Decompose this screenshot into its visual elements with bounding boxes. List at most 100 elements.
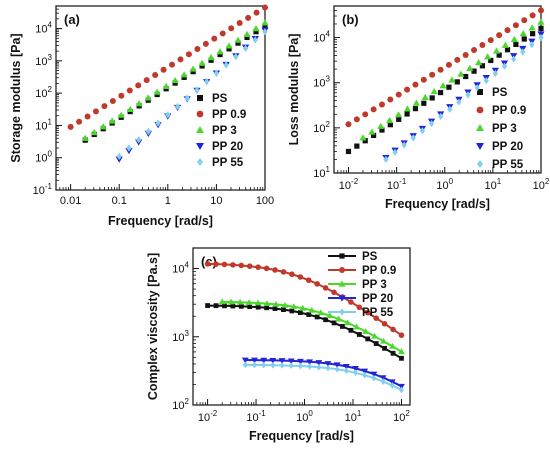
data-point (401, 141, 407, 149)
data-point (325, 364, 331, 372)
data-point (290, 303, 298, 310)
data-point (108, 117, 116, 124)
data-point (289, 308, 295, 314)
data-point (368, 128, 376, 135)
data-point (404, 86, 411, 93)
data-point (252, 361, 257, 369)
y-tick-label: 102 (172, 397, 189, 412)
data-point (377, 122, 385, 129)
data-point (116, 152, 122, 160)
data-point (308, 306, 316, 313)
y-tick-label: 104 (313, 30, 330, 45)
series-pp-3 (81, 19, 269, 141)
data-point (362, 111, 369, 118)
data-point (143, 77, 150, 84)
x-tick-label: 10 (210, 195, 222, 207)
data-point (262, 28, 268, 36)
y-tick-label: 103 (172, 329, 189, 344)
data-point (162, 82, 170, 89)
legend-marker (476, 143, 484, 150)
data-point (438, 112, 444, 121)
data-point (345, 148, 352, 155)
data-point (390, 350, 396, 356)
data-point (342, 363, 350, 370)
data-point (331, 289, 337, 296)
data-point (437, 89, 444, 96)
data-point (217, 51, 223, 58)
data-point (538, 33, 544, 42)
data-point (247, 304, 253, 310)
data-point (205, 303, 210, 308)
data-point (278, 358, 286, 364)
y-tick-label: 102 (313, 120, 330, 135)
legend-label: PS (362, 251, 378, 263)
chart-panel-a: 0.01 0.1 1 10 100 10-1 100 101 102 103 104 Frequenc… (9, 4, 274, 228)
data-point (439, 82, 447, 89)
data-point (264, 305, 269, 311)
data-point (378, 101, 385, 108)
series-pp-3 (218, 298, 405, 355)
data-point (412, 106, 419, 112)
x-tick-label: 10-2 (339, 177, 359, 192)
y-axis-title: Storage modulus [Pa] (9, 33, 23, 162)
x-tick-label: 0.1 (112, 195, 127, 207)
data-point (299, 304, 307, 311)
data-point (225, 42, 233, 49)
x-axis-title: Frequency [rad/s] (249, 429, 354, 443)
data-point (381, 320, 388, 327)
data-point (521, 17, 528, 24)
series-pp-0-9 (204, 261, 405, 338)
data-point (252, 25, 260, 32)
data-point (238, 303, 244, 309)
data-point (255, 264, 261, 270)
data-point (236, 298, 244, 305)
data-point (314, 281, 320, 287)
data-point (211, 35, 218, 42)
data-point (496, 32, 503, 39)
data-point (317, 309, 325, 316)
legend-label: PP 55 (212, 157, 244, 169)
data-point (279, 361, 285, 369)
data-point (92, 108, 99, 115)
data-point (223, 61, 229, 69)
data-point (204, 77, 210, 86)
data-point (272, 267, 278, 273)
data-point (345, 121, 352, 128)
data-point (152, 71, 159, 78)
data-point (216, 48, 224, 55)
data-point (356, 332, 362, 337)
data-point (323, 317, 329, 323)
data-point (252, 36, 258, 44)
data-point (204, 261, 211, 267)
data-point (437, 66, 444, 73)
data-point (504, 27, 511, 34)
data-point (269, 357, 277, 364)
x-tick-label: 102 (393, 409, 410, 424)
data-point (471, 46, 478, 53)
data-point (177, 56, 184, 63)
series-pp-3 (359, 18, 545, 141)
data-point (429, 95, 435, 101)
panel-label: (b) (342, 12, 359, 27)
legend-label: PP 20 (492, 141, 523, 153)
data-point (380, 378, 386, 385)
data-point (227, 298, 235, 305)
data-point (412, 81, 419, 88)
data-point (213, 261, 219, 267)
data-point (135, 82, 142, 89)
data-point (447, 105, 453, 113)
data-point (213, 69, 220, 77)
series-pp-0-9 (345, 7, 544, 128)
x-tick-label: 101 (485, 177, 502, 192)
data-point (169, 61, 176, 68)
x-tick-label: 100 (436, 177, 453, 192)
data-point (297, 274, 304, 280)
data-point (109, 97, 116, 104)
chart-panel-b: 10-2 10-1 100 101 102 101 102 103 104 Frequency [… (287, 5, 550, 211)
data-point (501, 62, 508, 70)
data-point (234, 36, 242, 43)
data-point (145, 127, 151, 136)
data-point (171, 76, 179, 84)
data-point (370, 132, 377, 139)
